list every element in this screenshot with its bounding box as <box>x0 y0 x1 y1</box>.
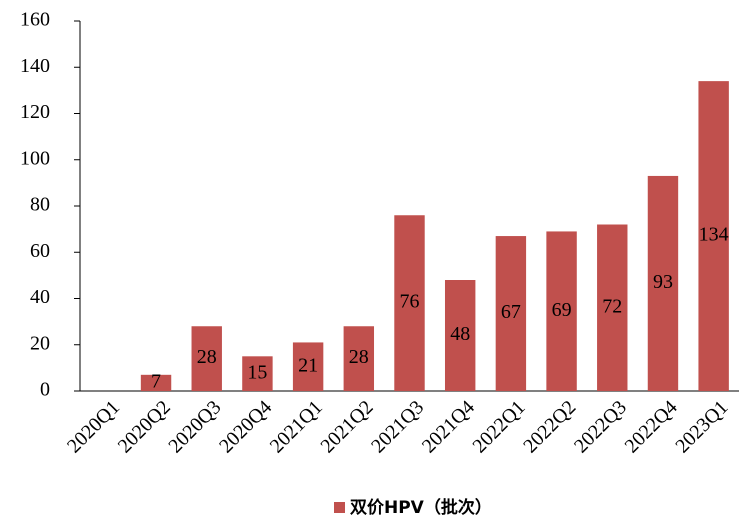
x-tick-label: 2022Q4 <box>621 396 682 457</box>
bar <box>292 342 324 391</box>
value-label: 76 <box>400 291 420 313</box>
value-label: 134 <box>699 224 729 246</box>
x-tick-label: 2022Q1 <box>469 396 530 457</box>
bar <box>546 231 577 391</box>
x-tick-label: 2022Q3 <box>570 396 631 457</box>
bar <box>647 175 679 391</box>
value-label: 7 <box>151 371 161 393</box>
bar <box>495 236 527 391</box>
x-tick-label: 2021Q4 <box>418 396 479 457</box>
value-label: 72 <box>602 295 622 317</box>
x-tick-label: 2021Q1 <box>266 396 327 457</box>
value-label: 93 <box>653 271 673 293</box>
y-tick-label: 20 <box>30 332 50 354</box>
x-tick-label: 2020Q2 <box>114 396 175 457</box>
value-label: 48 <box>450 323 470 345</box>
y-tick-label: 40 <box>30 286 50 308</box>
x-tick-label: 2023Q1 <box>671 396 732 457</box>
legend-swatch <box>334 502 345 513</box>
y-tick-label: 140 <box>20 55 50 77</box>
x-tick-label: 2020Q3 <box>164 396 225 457</box>
y-tick-label: 0 <box>40 379 50 401</box>
x-tick-label: 2022Q2 <box>519 396 580 457</box>
x-tick-label: 2021Q3 <box>367 396 428 457</box>
legend-text: 双价HPV（批次） <box>350 497 492 518</box>
x-tick-label: 2020Q4 <box>215 396 276 457</box>
value-label: 69 <box>552 299 572 321</box>
value-label: 15 <box>247 361 267 383</box>
y-tick-label: 100 <box>20 147 50 169</box>
value-label: 28 <box>197 346 217 368</box>
bar <box>242 356 273 391</box>
y-tick-label: 80 <box>30 194 50 216</box>
y-tick-label: 120 <box>20 101 50 123</box>
x-tick-label: 2020Q1 <box>63 396 124 457</box>
x-tick-label: 2021Q2 <box>316 396 377 457</box>
bar <box>698 81 729 391</box>
bar <box>140 374 172 391</box>
y-tick-label: 60 <box>30 240 50 262</box>
y-tick-label: 160 <box>20 9 50 31</box>
value-label: 28 <box>349 346 369 368</box>
bar <box>343 326 375 391</box>
bar <box>394 215 425 391</box>
bar <box>191 326 222 391</box>
value-label: 21 <box>298 354 318 376</box>
bar <box>444 280 476 391</box>
value-label: 67 <box>501 301 521 323</box>
bar <box>597 224 628 391</box>
